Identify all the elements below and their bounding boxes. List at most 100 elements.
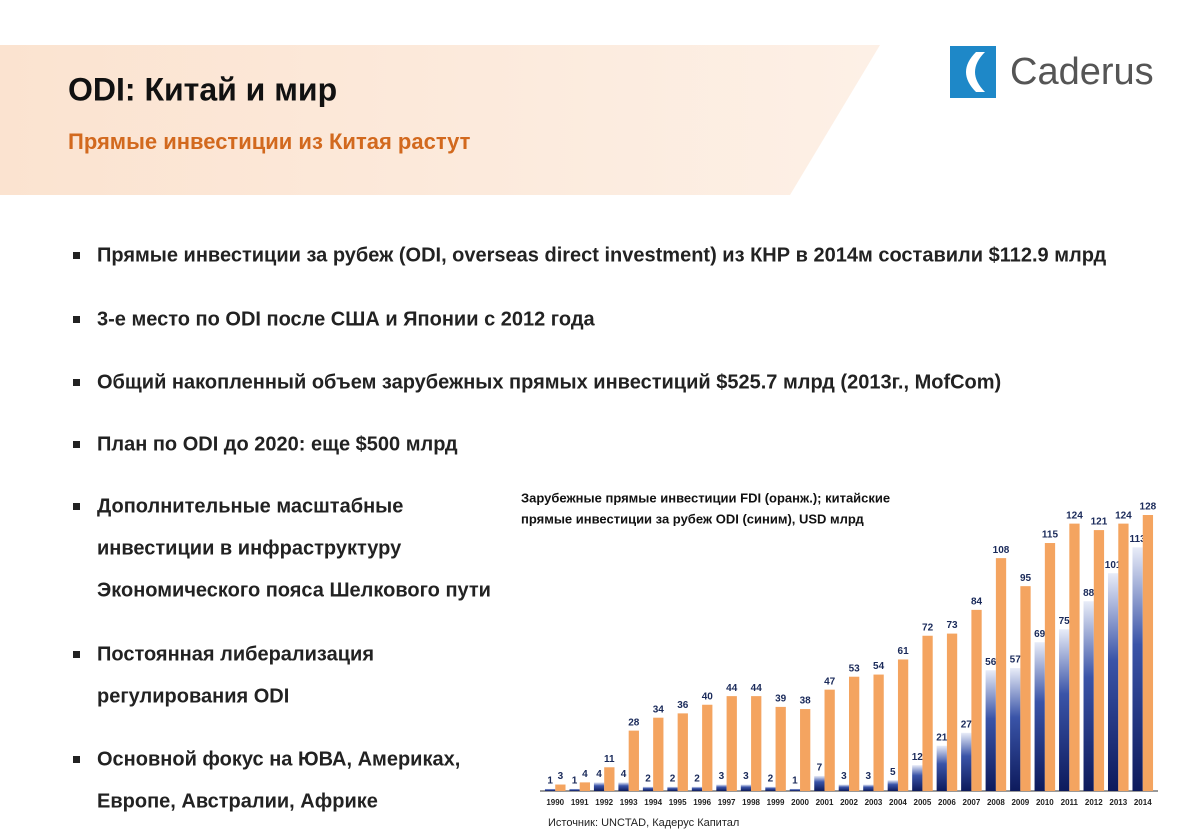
bar bbox=[936, 745, 947, 791]
bullet-marker bbox=[73, 441, 80, 448]
bar bbox=[1034, 642, 1045, 791]
x-tick-label: 1990 bbox=[546, 798, 564, 807]
bar bbox=[740, 784, 752, 791]
bar bbox=[1069, 523, 1080, 791]
data-label: 57 bbox=[1010, 655, 1022, 666]
bar bbox=[628, 730, 639, 791]
data-label: 124 bbox=[1066, 510, 1083, 521]
bullet-marker bbox=[73, 651, 80, 658]
bullet-marker bbox=[73, 379, 80, 386]
data-label: 54 bbox=[873, 661, 885, 672]
bullet-text: инвестиции в инфраструктуру bbox=[97, 537, 402, 559]
bar bbox=[800, 709, 811, 791]
bar bbox=[653, 717, 664, 791]
bullet-marker bbox=[73, 756, 80, 763]
data-label: 44 bbox=[726, 683, 738, 694]
bar bbox=[1107, 573, 1119, 791]
subtitle: Прямые инвестиции из Китая растут bbox=[68, 129, 471, 154]
data-label: 53 bbox=[849, 663, 861, 674]
bar bbox=[555, 784, 566, 791]
data-label: 40 bbox=[702, 691, 714, 702]
data-label: 121 bbox=[1091, 517, 1108, 528]
x-tick-label: 2005 bbox=[914, 798, 932, 807]
data-label: 47 bbox=[824, 676, 836, 687]
data-label: 73 bbox=[946, 620, 958, 631]
data-label: 2 bbox=[694, 773, 700, 784]
bar bbox=[1142, 515, 1154, 791]
data-label: 7 bbox=[817, 763, 823, 774]
bar bbox=[873, 674, 884, 791]
logo-text: Caderus bbox=[1010, 51, 1154, 93]
bar bbox=[814, 775, 825, 791]
chart-title: Зарубежные прямые инвестиции FDI (оранж.… bbox=[521, 490, 890, 505]
bar bbox=[1059, 629, 1070, 791]
bullet-text: 3-е место по ODI после США и Японии с 20… bbox=[97, 308, 596, 330]
x-tick-label: 2011 bbox=[1061, 798, 1079, 807]
bar bbox=[677, 713, 688, 791]
x-tick-label: 2001 bbox=[816, 798, 834, 807]
bar bbox=[1020, 586, 1031, 791]
bullet-text: План по ODI до 2020: еще $500 млрд bbox=[97, 433, 458, 455]
data-label: 21 bbox=[936, 732, 948, 743]
data-label: 4 bbox=[621, 769, 627, 780]
x-tick-label: 1993 bbox=[620, 798, 638, 807]
data-label: 39 bbox=[775, 694, 787, 705]
bar bbox=[1132, 547, 1143, 791]
data-label: 12 bbox=[912, 752, 924, 763]
x-tick-label: 1994 bbox=[644, 798, 662, 807]
bullet-text: регулирования ODI bbox=[97, 685, 289, 707]
bar bbox=[775, 706, 786, 791]
bar bbox=[838, 784, 849, 791]
x-tick-label: 2009 bbox=[1011, 798, 1029, 807]
chart: Зарубежные прямые инвестиции FDI (оранж.… bbox=[521, 490, 1158, 807]
data-label: 108 bbox=[993, 545, 1010, 556]
x-tick-label: 2006 bbox=[938, 798, 956, 807]
data-label: 128 bbox=[1140, 502, 1157, 513]
data-label: 88 bbox=[1083, 588, 1095, 599]
x-tick-label: 1999 bbox=[767, 798, 785, 807]
data-label: 3 bbox=[743, 771, 749, 782]
data-label: 61 bbox=[898, 646, 910, 657]
bar bbox=[1010, 668, 1021, 791]
data-label: 113 bbox=[1130, 534, 1147, 545]
data-label: 95 bbox=[1020, 573, 1032, 584]
data-label: 75 bbox=[1059, 616, 1071, 627]
bullet-marker bbox=[73, 252, 80, 259]
data-label: 3 bbox=[558, 771, 564, 782]
bar bbox=[569, 788, 580, 791]
bar bbox=[824, 689, 835, 791]
bar bbox=[604, 767, 615, 791]
data-label: 115 bbox=[1042, 530, 1059, 541]
data-label: 56 bbox=[985, 657, 997, 668]
bullet-text: Дополнительные масштабные bbox=[97, 495, 403, 517]
data-label: 36 bbox=[677, 700, 689, 711]
bar bbox=[544, 788, 556, 791]
data-label: 1 bbox=[547, 775, 553, 786]
bar bbox=[995, 558, 1007, 791]
data-label: 28 bbox=[628, 717, 640, 728]
logo: Caderus bbox=[950, 46, 1154, 98]
bar bbox=[1044, 543, 1056, 791]
bar bbox=[912, 765, 923, 791]
data-label: 27 bbox=[961, 719, 973, 730]
x-tick-label: 2002 bbox=[840, 798, 858, 807]
data-label: 4 bbox=[596, 769, 602, 780]
x-tick-label: 2012 bbox=[1085, 798, 1103, 807]
data-label: 4 bbox=[582, 769, 588, 780]
data-label: 2 bbox=[645, 773, 651, 784]
bar bbox=[618, 782, 629, 791]
x-tick-label: 2014 bbox=[1134, 798, 1152, 807]
bar bbox=[985, 670, 996, 791]
header-band bbox=[0, 45, 880, 195]
chart-title: прямые инвестиции за рубеж ODI (синим), … bbox=[521, 511, 865, 526]
bullet-text: Постоянная либерализация bbox=[97, 643, 374, 665]
data-label: 2 bbox=[670, 773, 676, 784]
data-label: 3 bbox=[841, 771, 847, 782]
data-label: 101 bbox=[1105, 560, 1122, 571]
bar bbox=[691, 786, 703, 791]
bar bbox=[667, 786, 678, 791]
bar bbox=[702, 704, 713, 791]
bar bbox=[887, 780, 898, 791]
bar bbox=[946, 633, 958, 791]
